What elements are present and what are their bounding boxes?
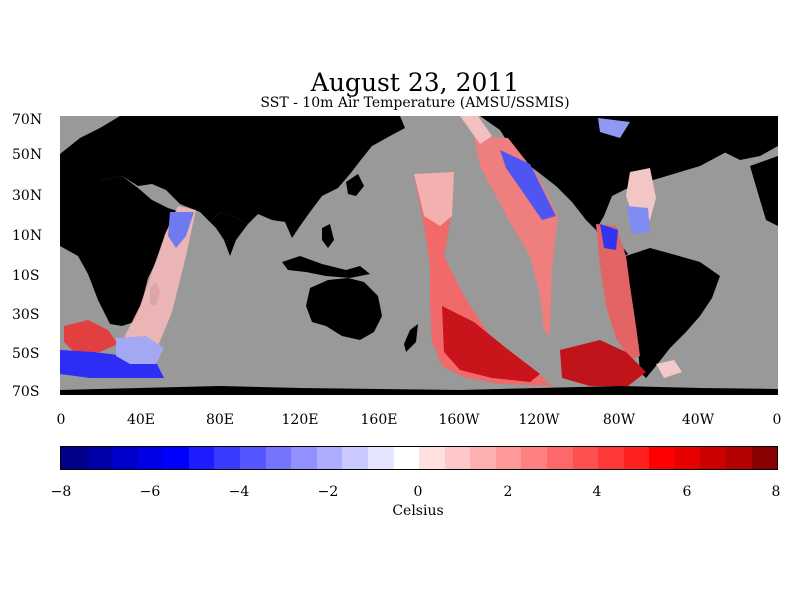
colorbar-segment (572, 447, 599, 469)
lon-label-80e: 80E (205, 412, 235, 428)
colorbar-tick-label: 2 (503, 484, 513, 500)
lon-label-80w: 80W (602, 412, 636, 428)
swath-atlantic-mid (626, 206, 650, 234)
land-south-america (620, 248, 720, 378)
swath-south-cape (656, 360, 682, 378)
colorbar-segment (188, 447, 215, 469)
swath-pacific-1-top (414, 172, 454, 226)
colorbar-segment (419, 447, 445, 469)
land-philippines (322, 224, 334, 248)
land-north-america (480, 116, 778, 230)
land-masses (60, 116, 778, 395)
colorbar-segment (546, 447, 573, 469)
lon-label-40w: 40W (681, 412, 715, 428)
colorbar-segment (342, 447, 368, 469)
land-new-zealand (404, 324, 418, 352)
colorbar-tick-label: −2 (317, 484, 339, 500)
land-antarctica (60, 386, 778, 395)
swath-se-pacific-deep (560, 340, 646, 386)
colorbar-unit-label: Celsius (392, 503, 444, 519)
colorbar-tick-label: −4 (228, 484, 250, 500)
colorbar-segment (444, 447, 471, 469)
lat-label-30n: 30N (12, 188, 43, 204)
lat-label-10s: 10S (12, 268, 40, 284)
colorbar-segment (291, 447, 317, 469)
sst-anomaly-map (60, 116, 778, 395)
lat-label-30s: 30S (12, 307, 40, 323)
colorbar-tick-label: −6 (139, 484, 161, 500)
colorbar-segment (623, 447, 650, 469)
lon-label-120w: 120W (518, 412, 560, 428)
lat-label-50n: 50N (12, 147, 43, 163)
land-eurasia (60, 116, 405, 238)
colorbar-segment (367, 447, 394, 469)
swath-pacific-3 (596, 224, 640, 360)
colorbar-segment (214, 447, 241, 469)
colorbar-segment (649, 447, 675, 469)
colorbar-segment (751, 447, 778, 469)
colorbar-tick-label: 6 (682, 484, 692, 500)
lat-label-70n: 70N (12, 112, 43, 128)
colorbar-segment (61, 447, 87, 469)
land-indonesia (282, 256, 370, 278)
colorbar-segment (726, 447, 752, 469)
swath-pacific-1-deep (442, 306, 540, 382)
land-greenland (700, 116, 778, 160)
swath-pacific-2-top (460, 116, 492, 144)
colorbar (60, 446, 778, 470)
colorbar-tick-label: 8 (771, 484, 781, 500)
land-australia (306, 278, 382, 340)
land-africa (60, 176, 180, 326)
swath-indian-blue (168, 212, 194, 248)
colorbar-tick-label: 0 (413, 484, 423, 500)
swath-pacific-2-blue (500, 150, 556, 220)
colorbar-segment (265, 447, 292, 469)
swath-south-atlantic-blue (60, 350, 164, 378)
colorbar-segment (700, 447, 727, 469)
lat-label-70s: 70S (12, 384, 40, 400)
colorbar-segment (393, 447, 420, 469)
swath-indian-lightblue (116, 336, 164, 364)
map-svg (60, 116, 778, 395)
lon-label-160w: 160W (438, 412, 480, 428)
colorbar-segment (674, 447, 701, 469)
lon-label-160e: 160E (360, 412, 398, 428)
land-europe-east (750, 156, 778, 226)
swath-atlantic-top (598, 118, 630, 138)
colorbar-tick-label: −8 (50, 484, 72, 500)
lon-label-40e: 40E (126, 412, 156, 428)
data-swaths (60, 116, 682, 386)
colorbar-segment (470, 447, 496, 469)
lat-label-50s: 50S (12, 346, 40, 362)
map-subtitle: SST - 10m Air Temperature (AMSU/SSMIS) (260, 95, 570, 111)
colorbar-segment (240, 447, 266, 469)
colorbar-tick-label: 4 (592, 484, 602, 500)
colorbar-segment (521, 447, 547, 469)
lon-label-0-right: 0 (772, 412, 782, 428)
land-india (210, 212, 248, 256)
colorbar-segment (495, 447, 522, 469)
lon-label-120e: 120E (281, 412, 319, 428)
colorbar-segment (163, 447, 189, 469)
colorbar-segment (316, 447, 343, 469)
swath-pacific-3-blue (600, 224, 618, 250)
swath-south-atlantic-red (64, 320, 118, 352)
colorbar-segment (112, 447, 138, 469)
colorbar-segment (137, 447, 164, 469)
lon-label-0: 0 (56, 412, 66, 428)
land-japan (346, 174, 364, 196)
colorbar-segment (598, 447, 624, 469)
colorbar-segment (86, 447, 113, 469)
map-title: August 23, 2011 (310, 68, 520, 97)
lat-label-10n: 10N (12, 228, 43, 244)
